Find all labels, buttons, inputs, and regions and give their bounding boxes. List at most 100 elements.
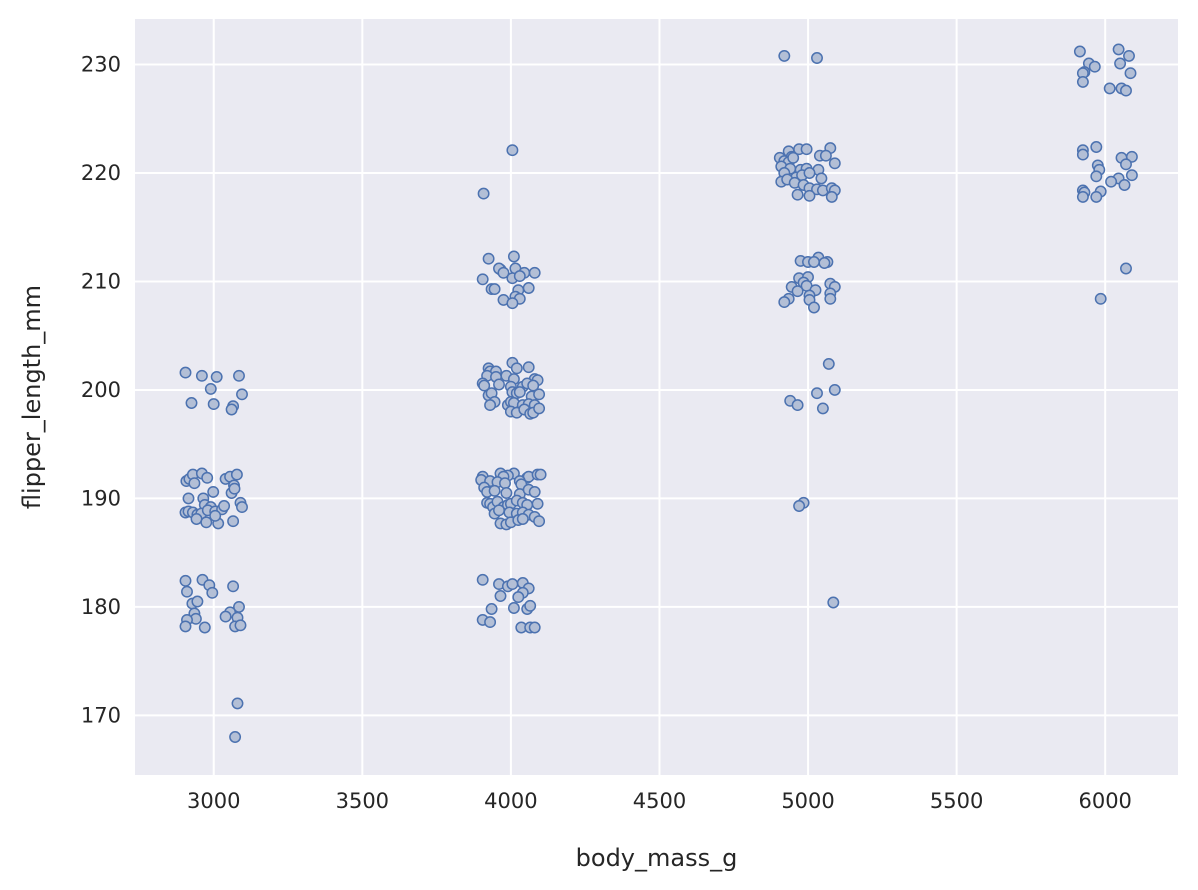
data-point	[488, 484, 501, 497]
data-point	[1125, 169, 1138, 182]
data-point	[811, 387, 823, 400]
data-point	[1076, 148, 1089, 161]
data-point	[231, 697, 244, 710]
x-tick-label: 5500	[930, 789, 983, 813]
data-point	[227, 580, 240, 593]
data-point	[822, 357, 835, 370]
data-point	[234, 619, 247, 632]
data-point	[506, 144, 519, 157]
data-point	[533, 388, 546, 401]
data-point	[513, 386, 526, 399]
data-point	[207, 398, 220, 411]
data-point	[819, 149, 832, 162]
data-point	[210, 370, 223, 383]
data-point	[204, 382, 217, 395]
data-point	[201, 471, 214, 484]
data-point	[512, 591, 525, 604]
data-point	[524, 599, 537, 612]
data-point	[793, 500, 806, 512]
data-point	[478, 379, 491, 392]
plot-background	[135, 19, 1178, 775]
data-point	[506, 578, 519, 591]
data-point	[484, 399, 497, 412]
data-point	[533, 515, 546, 528]
data-point	[179, 620, 192, 633]
data-point	[485, 603, 498, 615]
y-tick-label: 170	[81, 703, 121, 727]
data-point	[500, 487, 513, 499]
y-axis-label: flipper_length_mm	[18, 285, 46, 509]
data-point	[191, 595, 204, 608]
data-point	[800, 143, 813, 156]
data-point	[1088, 60, 1101, 73]
y-tick-label: 200	[81, 378, 121, 402]
data-point	[825, 190, 838, 203]
data-point	[497, 266, 510, 279]
data-point	[507, 602, 520, 614]
data-point	[179, 574, 192, 587]
data-point	[1090, 141, 1103, 153]
x-tick-label: 6000	[1078, 789, 1131, 813]
data-points	[179, 43, 1138, 743]
data-point	[493, 378, 505, 391]
data-point	[1114, 57, 1127, 70]
data-point	[476, 273, 489, 286]
y-tick-labels: 170 180 190 200 210 220 230	[81, 53, 121, 728]
data-point	[1103, 82, 1116, 95]
data-point	[791, 285, 804, 298]
data-point	[1073, 45, 1086, 58]
y-tick-label: 220	[81, 161, 121, 185]
x-tick-label: 5000	[781, 789, 834, 813]
data-point	[227, 515, 240, 528]
data-point	[1076, 190, 1089, 203]
data-point	[1076, 75, 1089, 88]
data-point	[1094, 292, 1107, 305]
data-point	[531, 497, 544, 510]
data-point	[206, 586, 219, 599]
data-point	[228, 482, 241, 495]
data-point	[1118, 179, 1131, 191]
data-point	[488, 283, 501, 296]
data-point	[510, 362, 523, 375]
data-point	[236, 501, 248, 514]
data-point	[811, 52, 823, 64]
data-point	[1120, 158, 1132, 171]
data-point	[188, 477, 201, 490]
x-tick-label: 4500	[633, 789, 686, 813]
data-point	[1120, 262, 1132, 275]
data-point	[516, 513, 529, 525]
data-point	[816, 402, 829, 415]
data-point	[484, 616, 497, 629]
data-point	[229, 731, 242, 743]
data-point	[803, 167, 816, 179]
data-point	[477, 187, 490, 200]
data-point	[218, 500, 231, 512]
data-point	[236, 388, 248, 401]
y-tick-label: 180	[81, 595, 121, 619]
data-point	[233, 369, 245, 382]
data-point	[827, 596, 840, 609]
data-point	[499, 477, 511, 490]
data-point	[506, 297, 519, 310]
data-point	[528, 621, 541, 634]
data-point	[482, 252, 495, 265]
x-axis-label: body_mass_g	[576, 844, 738, 872]
data-point	[778, 296, 791, 309]
data-point	[1090, 190, 1103, 203]
y-tick-label: 190	[81, 486, 121, 510]
data-point	[1105, 175, 1118, 188]
data-point	[185, 397, 198, 409]
data-point	[494, 590, 507, 602]
data-point	[534, 468, 547, 481]
data-point	[522, 282, 535, 294]
data-point	[195, 369, 208, 382]
data-point	[824, 292, 837, 305]
data-point	[207, 485, 220, 498]
data-point	[528, 485, 541, 498]
data-point	[787, 151, 800, 164]
data-point	[791, 188, 804, 201]
data-point	[182, 492, 195, 505]
data-point	[507, 250, 520, 263]
x-tick-label: 3000	[187, 789, 240, 813]
